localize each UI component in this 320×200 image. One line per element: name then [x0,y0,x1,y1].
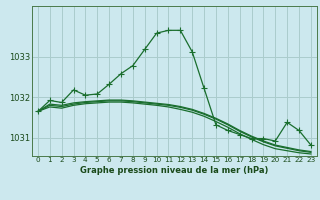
X-axis label: Graphe pression niveau de la mer (hPa): Graphe pression niveau de la mer (hPa) [80,166,268,175]
